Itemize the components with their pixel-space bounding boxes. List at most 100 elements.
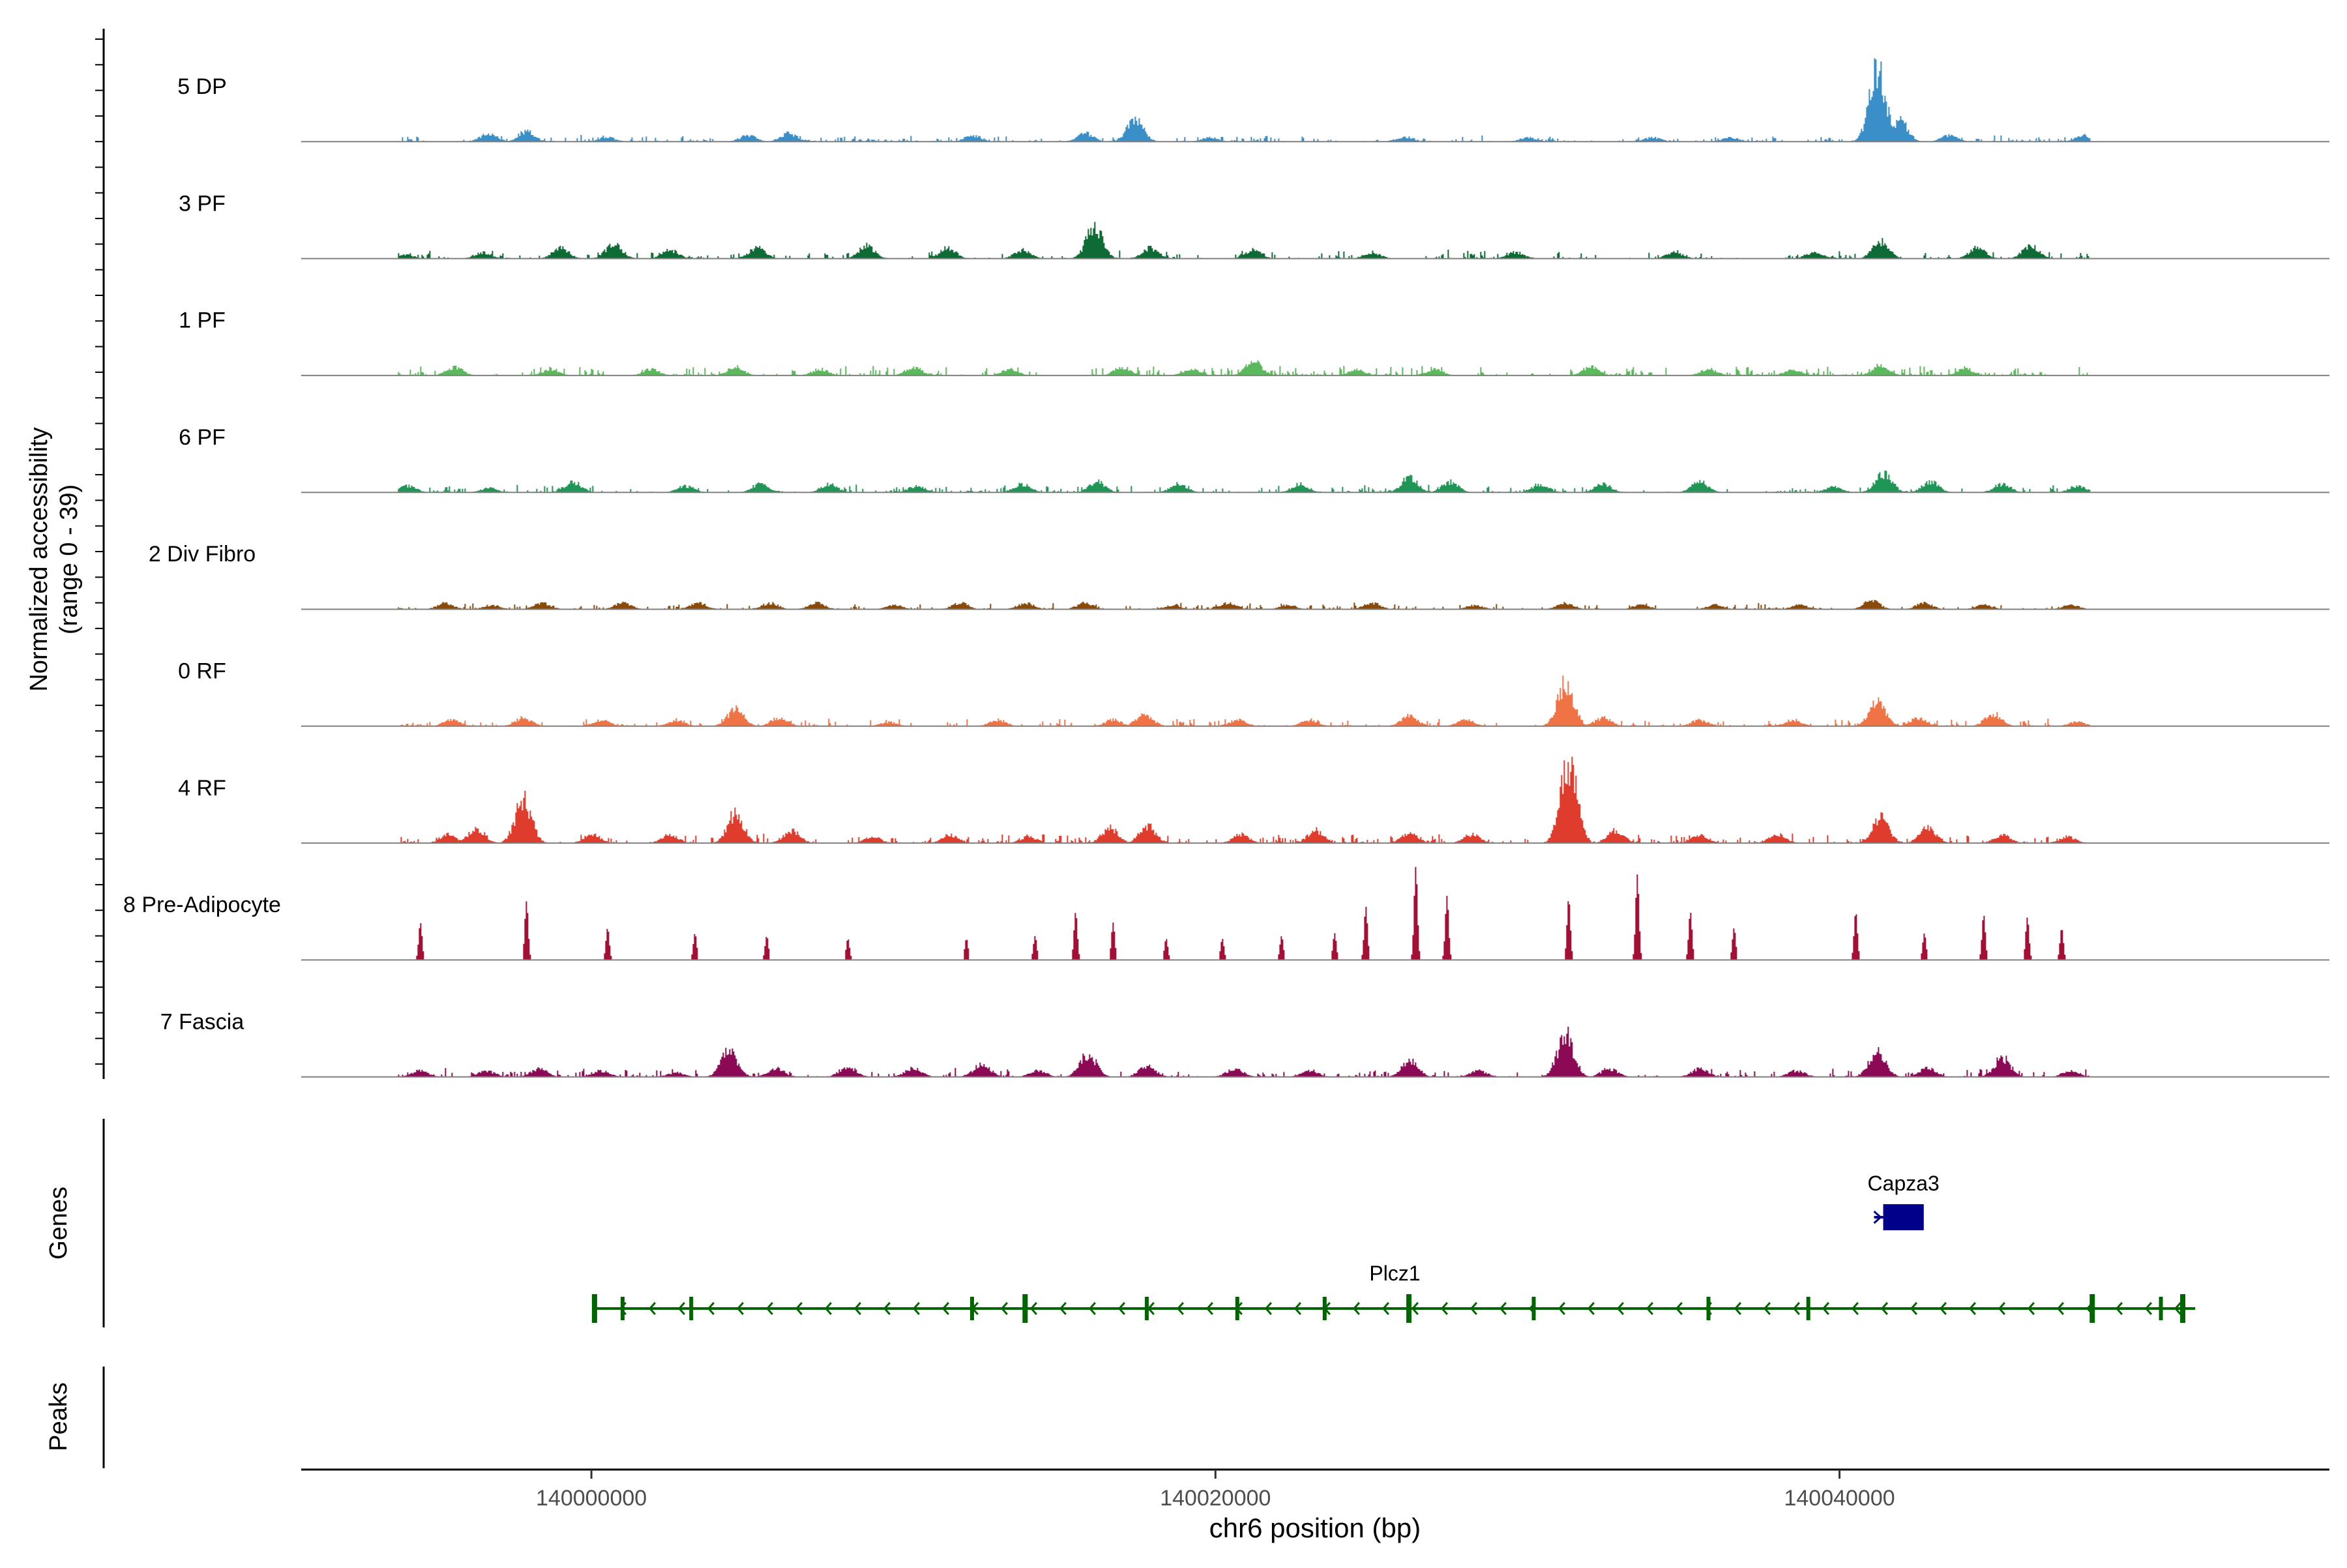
strand-arrow — [1880, 1302, 1889, 1315]
strand-arrow — [912, 1302, 921, 1315]
strand-arrow — [1176, 1302, 1185, 1315]
strand-arrow — [648, 1302, 657, 1315]
strand-arrow — [1763, 1302, 1771, 1315]
track-6-pf: 6 PF — [179, 425, 2329, 494]
track-signal-3-pf — [398, 222, 2089, 259]
track-signal-0-rf — [400, 675, 2091, 726]
track-signal-2-div-fibro — [398, 600, 2091, 610]
track-signal-6-pf — [398, 470, 2091, 493]
strand-arrow — [1939, 1302, 1947, 1315]
gene-exon — [1022, 1294, 1028, 1323]
strand-arrow — [1675, 1302, 1683, 1315]
strand-arrow — [1499, 1302, 1507, 1315]
track-label-2-div-fibro: 2 Div Fibro — [149, 542, 256, 567]
strand-arrow — [2056, 1302, 2065, 1315]
strand-arrow — [1205, 1302, 1214, 1315]
gene-exon — [689, 1297, 694, 1320]
strand-arrow — [1968, 1302, 1977, 1315]
strand-arrow — [1381, 1302, 1390, 1315]
gene-exon — [2180, 1294, 2186, 1323]
track-4-rf: 4 RF — [178, 756, 2329, 844]
strand-arrow — [1616, 1302, 1625, 1315]
strand-arrow — [1587, 1302, 1595, 1315]
x-tick-label: 140040000 — [1784, 1486, 1895, 1511]
gene-exon — [2159, 1297, 2163, 1320]
strand-arrow — [1264, 1302, 1273, 1315]
x-axis-title: chr6 position (bp) — [1209, 1513, 1421, 1543]
strand-arrow — [941, 1302, 950, 1315]
track-1-pf: 1 PF — [179, 308, 2329, 376]
gene-exon — [1322, 1297, 1327, 1320]
track-signal-7-fascia — [398, 1026, 2091, 1077]
track-label-3-pf: 3 PF — [179, 191, 226, 216]
strand-arrow — [1440, 1302, 1449, 1315]
gene-label-plcz1: Plcz1 — [1369, 1262, 1420, 1285]
strand-arrow — [1117, 1302, 1126, 1315]
track-label-4-rf: 4 RF — [178, 776, 226, 801]
track-label-6-pf: 6 PF — [179, 425, 226, 450]
gene-capza3: Capza3 — [1868, 1172, 1940, 1230]
strand-arrow — [1998, 1302, 2006, 1315]
strand-arrow — [2027, 1302, 2035, 1315]
track-7-fascia: 7 Fascia — [160, 1009, 2329, 1078]
strand-arrow — [1293, 1302, 1302, 1315]
track-signal-5-dp — [402, 58, 2091, 142]
track-label-0-rf: 0 RF — [178, 659, 226, 684]
strand-arrow — [707, 1302, 715, 1315]
gene-exon — [970, 1297, 975, 1320]
track-0-rf: 0 RF — [178, 659, 2329, 727]
strand-arrow — [2115, 1302, 2123, 1315]
strand-arrow — [1411, 1302, 1419, 1315]
strand-arrow — [2174, 1302, 2182, 1315]
strand-arrow — [1000, 1302, 1009, 1315]
gene-exon — [1883, 1204, 1924, 1230]
strand-arrow — [1910, 1302, 1918, 1315]
track-signal-1-pf — [398, 360, 2088, 376]
gene-exon — [591, 1294, 597, 1323]
strand-arrow — [795, 1302, 803, 1315]
track-2-div-fibro: 2 Div Fibro — [149, 542, 2329, 610]
track-signal-8-pre-adipocyte — [416, 866, 2066, 960]
strand-arrow — [1822, 1302, 1830, 1315]
strand-arrow — [2144, 1302, 2153, 1315]
strand-arrow — [1059, 1302, 1067, 1315]
strand-arrow — [1851, 1302, 1859, 1315]
strand-arrow — [1792, 1302, 1801, 1315]
strand-arrow — [1557, 1302, 1566, 1315]
gene-exon — [1706, 1297, 1711, 1320]
gene-exon — [1406, 1294, 1412, 1323]
track-3-pf: 3 PF — [179, 191, 2329, 259]
y-axis-title-line2: (range 0 - 39) — [55, 484, 83, 634]
x-tick-label: 140000000 — [536, 1486, 647, 1511]
strand-arrow — [1873, 1210, 1882, 1224]
strand-arrow — [1469, 1302, 1478, 1315]
gene-plcz1: Plcz1 — [591, 1262, 2196, 1323]
gene-exon — [2089, 1294, 2095, 1323]
track-label-7-fascia: 7 Fascia — [160, 1009, 244, 1034]
genes-panel: Capza3 Plcz1 — [591, 1172, 2196, 1323]
y-axis — [95, 29, 105, 1079]
strand-arrow — [765, 1302, 774, 1315]
gene-exon — [1145, 1297, 1149, 1320]
strand-arrow — [1734, 1302, 1742, 1315]
strand-arrow — [1029, 1302, 1038, 1315]
x-axis: 140000000 140020000 140040000 — [536, 1470, 1895, 1511]
peaks-panel-title: Peaks — [45, 1382, 72, 1451]
track-label-5-dp: 5 DP — [177, 74, 227, 99]
track-label-8-pre-adipocyte: 8 Pre-Adipocyte — [123, 893, 281, 917]
strand-arrow — [736, 1302, 745, 1315]
gene-exon — [620, 1297, 625, 1320]
track-signal-4-rf — [399, 756, 2089, 844]
accessibility-tracks: 5 DP 3 PF 1 PF 6 PF 2 Div Fibro 0 RF 4 RF 8 Pre… — [123, 58, 2329, 1078]
gene-exon — [1806, 1297, 1810, 1320]
strand-arrow — [853, 1302, 862, 1315]
gene-exon — [1235, 1297, 1239, 1320]
y-axis-title-line1: Normalized accessibility — [25, 427, 53, 691]
gene-exon — [1531, 1297, 1536, 1320]
gene-label-capza3: Capza3 — [1868, 1172, 1940, 1195]
track-5-dp: 5 DP — [177, 58, 2329, 143]
strand-arrow — [883, 1302, 891, 1315]
strand-arrow — [1352, 1302, 1361, 1315]
